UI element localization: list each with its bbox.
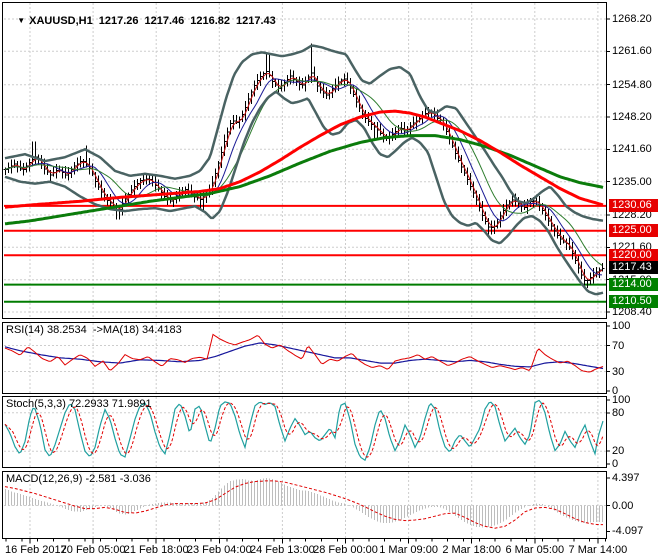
time-axis-label: 21 Feb 18:00	[123, 544, 189, 556]
stoch-k-line	[4, 399, 604, 462]
quote-open: 1217.26	[98, 15, 139, 27]
price-tag-red[interactable]: 1225.00	[609, 224, 658, 238]
stoch-tick-label: 80	[612, 406, 625, 419]
ma-fast-green-line	[4, 79, 603, 266]
symbol-dropdown-icon[interactable]: ▼	[17, 16, 26, 25]
stoch-tick-label: 100	[612, 394, 631, 406]
price-tick-label: 1235.00	[612, 175, 652, 188]
time-axis-label: 1 Mar 09:00	[379, 544, 438, 556]
time-axis-label: 20 Feb 05:00	[60, 544, 126, 556]
macd-tick-label: -4.097	[612, 525, 644, 538]
time-axis-label: 6 Mar 05:00	[505, 544, 565, 556]
stoch-tick-label: 20	[612, 445, 625, 458]
time-axis-label: 28 Feb 00:00	[313, 544, 378, 556]
rsi-tick-label: 0	[612, 385, 619, 397]
macd-tick-label: 0.00	[612, 499, 634, 512]
ma-slow-red-line	[4, 109, 604, 209]
price-tag-red[interactable]: 1230.06	[609, 199, 658, 213]
main-chart-panel-frame	[2, 2, 607, 319]
price-tag-current[interactable]: 1217.43	[609, 261, 658, 275]
price-tick-label: 1248.20	[612, 111, 652, 123]
time-axis-label: 2 Mar 18:00	[442, 544, 502, 556]
price-tick-label: 1208.40	[612, 306, 652, 319]
symbol-title: ▼ XAUUSD,H1 1217.26 1217.46 1216.82 1217.43	[5, 3, 282, 39]
time-axis-label: 16 Feb 2017	[5, 544, 67, 556]
ma-fast-red-line	[4, 72, 603, 281]
quote-high: 1217.46	[144, 15, 185, 27]
rsi-ma-line	[4, 342, 604, 370]
price-tick-label: 1261.60	[612, 45, 652, 58]
macd-indicator-label: MACD(12,26,9) -2.581 -3.036	[6, 473, 151, 485]
price-tag-green[interactable]: 1210.50	[609, 295, 658, 309]
axis-ticks	[5, 18, 610, 544]
time-axis-label: 23 Feb 04:00	[186, 544, 252, 556]
macd-tick-label: 4.397	[612, 471, 640, 484]
stoch-panel-frame	[2, 396, 607, 468]
price-tick-label: 1241.60	[612, 143, 652, 156]
price-tick-label: 1254.80	[612, 78, 652, 91]
quote-close: 1217.43	[236, 15, 276, 27]
rsi-tick-label: 70	[612, 339, 625, 352]
rsi-tick-label: 30	[612, 365, 625, 378]
symbol-name: XAUUSD,H1	[29, 15, 93, 27]
price-tag-red[interactable]: 1220.00	[609, 248, 658, 262]
time-axis-label: 24 Feb 13:00	[249, 544, 315, 556]
macd-histogram	[5, 477, 603, 528]
stoch-tick-label: 0	[612, 458, 619, 470]
rsi-line	[4, 333, 604, 373]
stoch-d-line	[4, 402, 604, 458]
quote-low: 1216.82	[190, 15, 231, 27]
price-tag-green[interactable]: 1214.00	[609, 278, 658, 292]
stoch-indicator-label: Stoch(5,3,3) 72.2933 71.9891	[6, 398, 152, 410]
ma-blue-line	[4, 78, 603, 276]
candles-layer	[3, 43, 605, 288]
bollinger-upper-line	[4, 44, 604, 222]
rsi-indicator-label: RSI(14) 38.2534 ->MA(18) 34.4183	[6, 324, 182, 336]
time-axis-label: 7 Mar 14:00	[568, 544, 628, 556]
main-chart-panel-grid	[29, 3, 599, 318]
macd-signal-line	[4, 480, 603, 529]
rsi-panel-frame	[2, 322, 607, 394]
rsi-tick-label: 100	[612, 320, 631, 332]
price-tick-label: 1268.20	[612, 13, 652, 25]
